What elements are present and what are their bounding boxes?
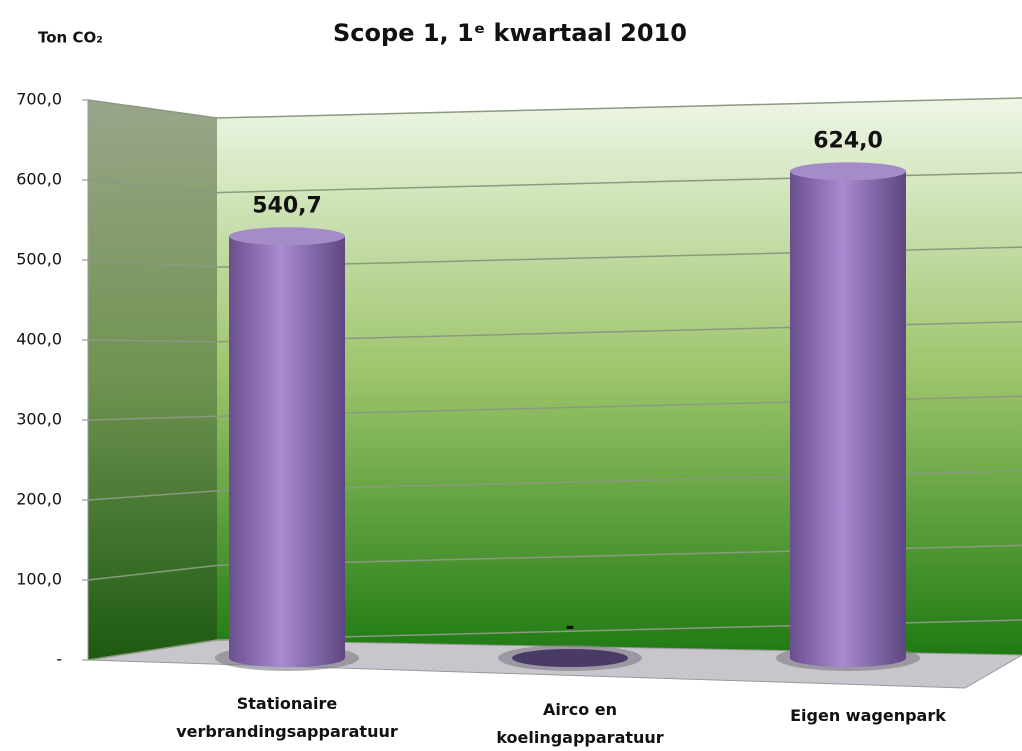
grid-line: [87, 97, 1022, 119]
grid-line: [87, 619, 1022, 661]
y-axis-label: Ton CO₂: [38, 29, 103, 47]
grid-line: [87, 544, 1022, 581]
bar-top: [512, 649, 628, 667]
bar-top: [790, 162, 906, 181]
grid-line: [87, 395, 1022, 421]
side-wall: [88, 100, 217, 660]
y-tick-label: 700,0: [16, 90, 62, 109]
bar: [229, 236, 345, 667]
y-tick-label: -: [56, 650, 62, 669]
bar-top: [229, 227, 345, 246]
y-tick-label: 600,0: [16, 170, 62, 189]
grid-line: [87, 246, 1022, 268]
x-tick-label: Airco en koelingapparatuur: [496, 700, 664, 747]
grid-line: [87, 320, 1022, 343]
data-label: 624,0: [813, 128, 883, 153]
data-label: 540,7: [252, 193, 322, 218]
grid-line: [87, 470, 1022, 501]
bar: [790, 171, 906, 667]
chart-title: Scope 1, 1ᵉ kwartaal 2010: [333, 19, 687, 47]
grid-line: [87, 171, 1022, 194]
y-tick-label: 200,0: [16, 490, 62, 509]
y-tick-label: 400,0: [16, 330, 62, 349]
y-tick-label: 500,0: [16, 250, 62, 269]
y-tick-label: 300,0: [16, 410, 62, 429]
x-tick-label: Stationaire verbrandingsapparatuur: [176, 694, 398, 741]
x-tick-label: Eigen wagenpark: [790, 706, 946, 725]
data-label: -: [565, 615, 574, 640]
y-tick-label: 100,0: [16, 570, 62, 589]
